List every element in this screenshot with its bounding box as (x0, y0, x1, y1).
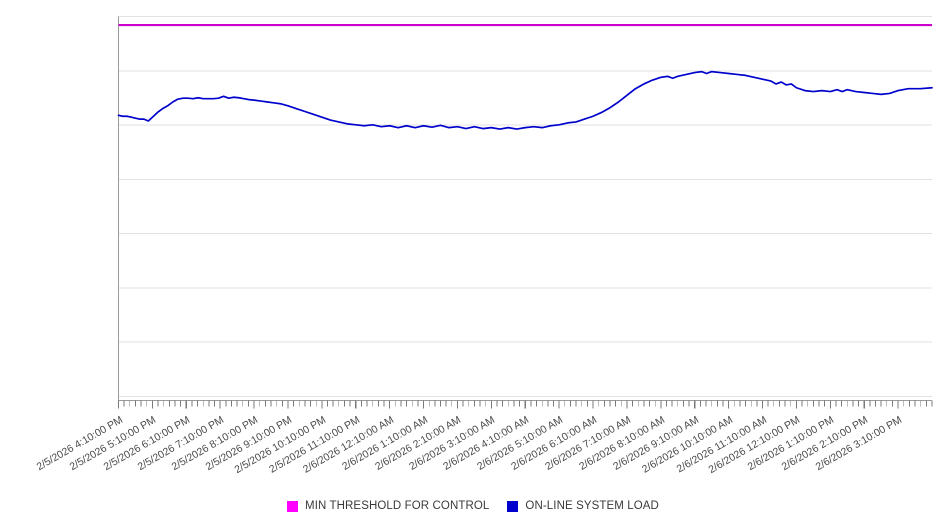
legend-color-swatch-icon (507, 500, 519, 512)
legend-item-min-threshold-for-control[interactable]: MIN THRESHOLD FOR CONTROL (287, 500, 489, 512)
gridlines (118, 16, 932, 397)
legend-label: ON-LINE SYSTEM LOAD (525, 500, 659, 512)
legend-label: MIN THRESHOLD FOR CONTROL (305, 500, 490, 512)
legend-color-swatch-icon (287, 500, 299, 512)
x-axis-major-ticks (117, 400, 899, 409)
series-line-on-line-system-load (117, 70, 933, 130)
legend-item-on-line-system-load[interactable]: ON-LINE SYSTEM LOAD (507, 500, 659, 512)
chart-legend: MIN THRESHOLD FOR CONTROL ON-LINE SYSTEM… (0, 495, 946, 517)
